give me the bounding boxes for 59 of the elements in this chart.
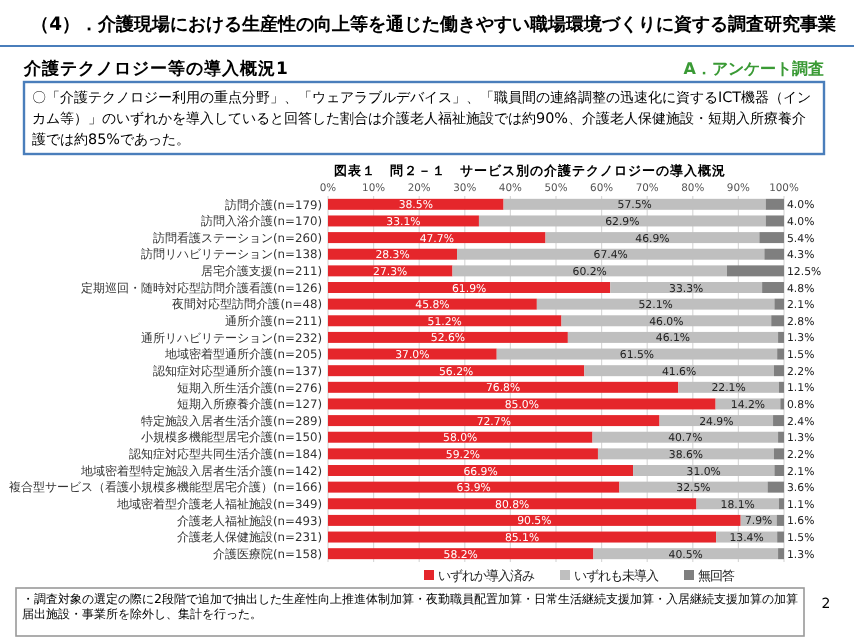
bar <box>328 215 479 227</box>
bar <box>328 282 611 293</box>
chart-title: （4）．介護現場における生産性の向上等を通じた働きやすい職場環境づくりに資する調査研究事業 <box>31 14 836 36</box>
bar <box>328 531 717 543</box>
bar <box>328 431 593 443</box>
bar <box>778 331 784 343</box>
bar <box>328 448 598 460</box>
bar <box>593 548 779 560</box>
bar <box>457 248 765 260</box>
bar <box>776 514 784 526</box>
bar <box>778 381 784 393</box>
text: A．アンケート調査 <box>683 60 824 78</box>
bar <box>328 465 634 476</box>
bar <box>765 198 784 210</box>
bar <box>503 198 766 210</box>
bar <box>764 248 784 260</box>
bar <box>778 431 784 443</box>
bar <box>592 431 779 443</box>
bar <box>328 498 697 510</box>
bar <box>328 348 497 360</box>
bar <box>328 198 504 210</box>
bar <box>496 348 778 360</box>
bar <box>727 265 784 277</box>
bar <box>328 548 594 560</box>
bar <box>328 481 620 493</box>
bar <box>328 232 546 244</box>
bar <box>478 215 766 227</box>
bar <box>773 365 784 377</box>
bar <box>452 265 727 277</box>
bar <box>328 315 562 327</box>
bar <box>777 531 784 543</box>
bar <box>610 282 763 293</box>
bar <box>762 282 784 293</box>
bar <box>771 315 784 327</box>
bar <box>328 331 568 343</box>
bar <box>778 498 784 510</box>
bar <box>774 298 784 310</box>
bar <box>328 398 716 410</box>
bar <box>774 465 784 476</box>
bar <box>765 215 784 227</box>
text: 介護テクノロジー等の導入概況1 <box>22 58 288 80</box>
bar <box>619 481 768 493</box>
bar <box>561 315 772 327</box>
bar <box>778 548 784 560</box>
bar <box>767 481 784 493</box>
bar <box>328 298 537 310</box>
bar <box>328 381 679 393</box>
bar <box>328 365 585 377</box>
bar <box>545 232 760 244</box>
bar <box>584 365 774 377</box>
bar <box>328 514 741 526</box>
bar <box>567 331 779 343</box>
bar <box>777 348 784 360</box>
bar <box>759 232 784 244</box>
bar <box>597 448 774 460</box>
bar <box>328 415 660 427</box>
bar <box>773 415 784 427</box>
bar <box>536 298 775 310</box>
bar <box>773 448 784 460</box>
